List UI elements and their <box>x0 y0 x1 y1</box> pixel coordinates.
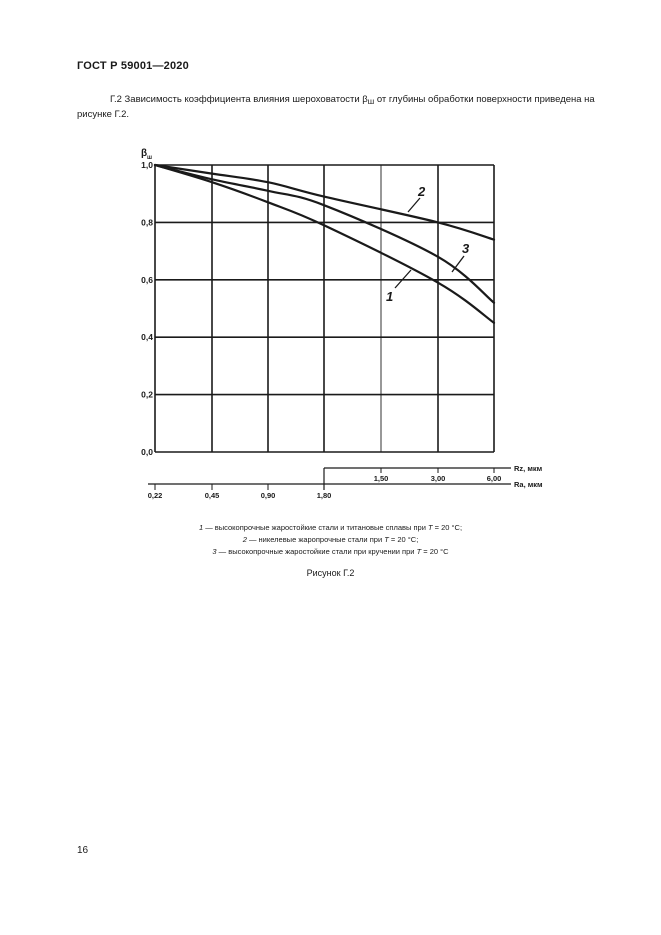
page-number: 16 <box>77 845 89 856</box>
rz-axis-label: Rz, мкм <box>514 464 543 473</box>
document-header: ГОСТ Р 59001—2020 <box>77 60 189 72</box>
y-tick-label: 0,2 <box>141 390 153 400</box>
y-axis-label-sub: ш <box>147 155 152 161</box>
ra-tick-label: 1,80 <box>317 491 332 500</box>
ra-tick-label: 0,45 <box>205 491 220 500</box>
y-tick-label: 0,4 <box>141 332 153 342</box>
rz-tick-label: 6,00 <box>487 474 502 483</box>
intro-text-start: Г.2 Зависимость коэффициента влияния шер… <box>110 94 368 105</box>
series-label-3: 3 <box>462 241 470 256</box>
figure-caption: Рисунок Г.2 <box>306 568 355 578</box>
series-leader-1 <box>394 269 412 289</box>
series-label-2: 2 <box>417 184 426 199</box>
legend-item-2: 2 — никелевые жаропрочные стали при T = … <box>242 535 419 544</box>
intro-paragraph: Г.2 Зависимость коэффициента влияния шер… <box>77 93 607 121</box>
series-leader-3 <box>451 255 465 273</box>
rz-tick-label: 3,00 <box>431 474 446 483</box>
intro-subscript: ш <box>367 97 375 106</box>
legend: 1 — высокопрочные жаростойкие стали и ти… <box>0 522 661 558</box>
rz-tick-label: 1,50 <box>374 474 389 483</box>
ra-tick-label: 0,90 <box>261 491 276 500</box>
legend-item-1: 1 — высокопрочные жаростойкие стали и ти… <box>198 523 463 532</box>
y-tick-label: 0,6 <box>141 275 153 285</box>
series-line-2 <box>153 163 496 241</box>
series-line-1 <box>153 163 496 324</box>
y-tick-label: 0,0 <box>141 447 153 457</box>
legend-item-3: 3 — высокопрочные жаростойкие стали при … <box>212 547 449 556</box>
y-axis-label: β <box>141 148 147 159</box>
ra-axis-label: Ra, мкм <box>514 480 543 489</box>
series-line-3 <box>153 163 496 304</box>
series-label-1: 1 <box>386 289 393 304</box>
ra-tick-label: 0,22 <box>148 491 163 500</box>
y-tick-label: 0,8 <box>141 217 153 227</box>
y-tick-label: 1,0 <box>141 160 153 170</box>
intro-text-end: от глубины обработки поверхности приведе… <box>77 94 595 120</box>
series-leader-2 <box>407 197 421 213</box>
